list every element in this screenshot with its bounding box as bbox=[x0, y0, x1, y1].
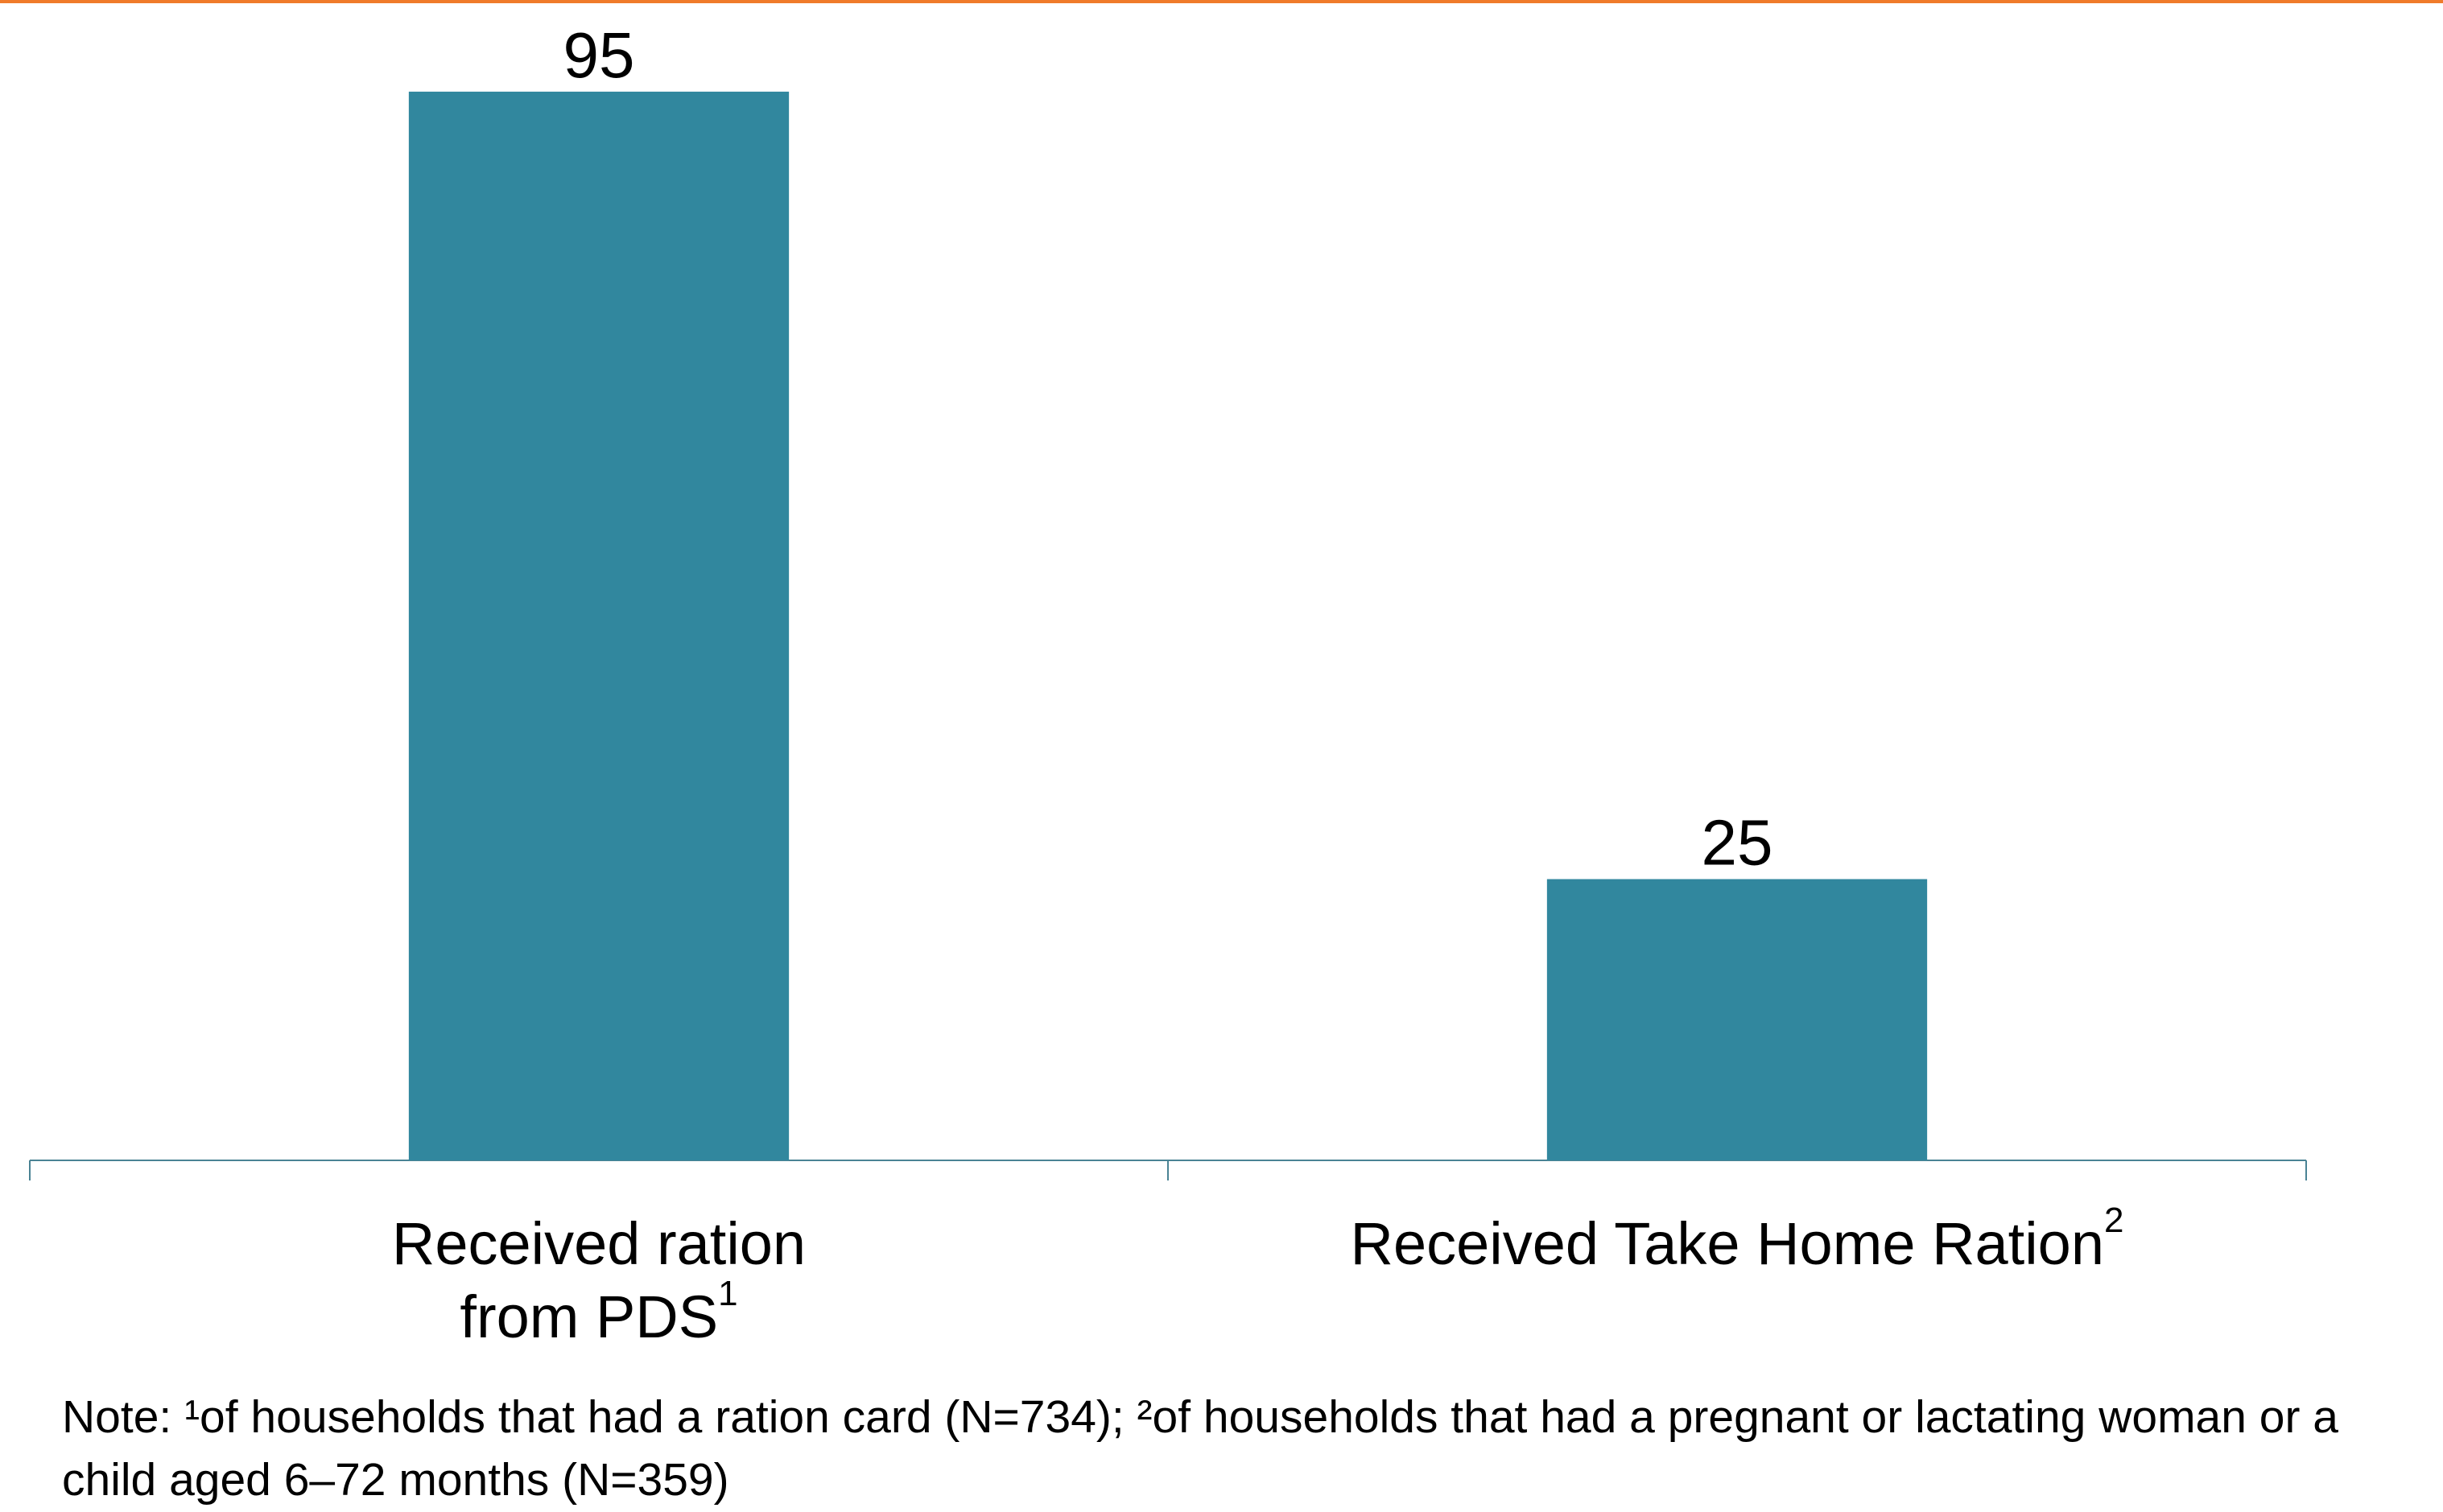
note: Note: ¹of households that had a ration c… bbox=[62, 1391, 2339, 1506]
value-label: 25 bbox=[1702, 807, 1773, 879]
footnote-mark: 2 bbox=[2103, 1201, 2124, 1240]
category-text: Received ration from PDS bbox=[391, 1210, 807, 1350]
value-label: 95 bbox=[563, 19, 635, 91]
x-tick-label: Received Take Home Ration2 bbox=[1254, 1203, 2220, 1280]
footnote-mark: 1 bbox=[718, 1274, 738, 1313]
bar bbox=[1546, 879, 1928, 1160]
bar bbox=[408, 91, 790, 1160]
x-tick-label: Received ration from PDS1 bbox=[341, 1207, 856, 1353]
category-text: Received Take Home Ration bbox=[1350, 1210, 2104, 1277]
